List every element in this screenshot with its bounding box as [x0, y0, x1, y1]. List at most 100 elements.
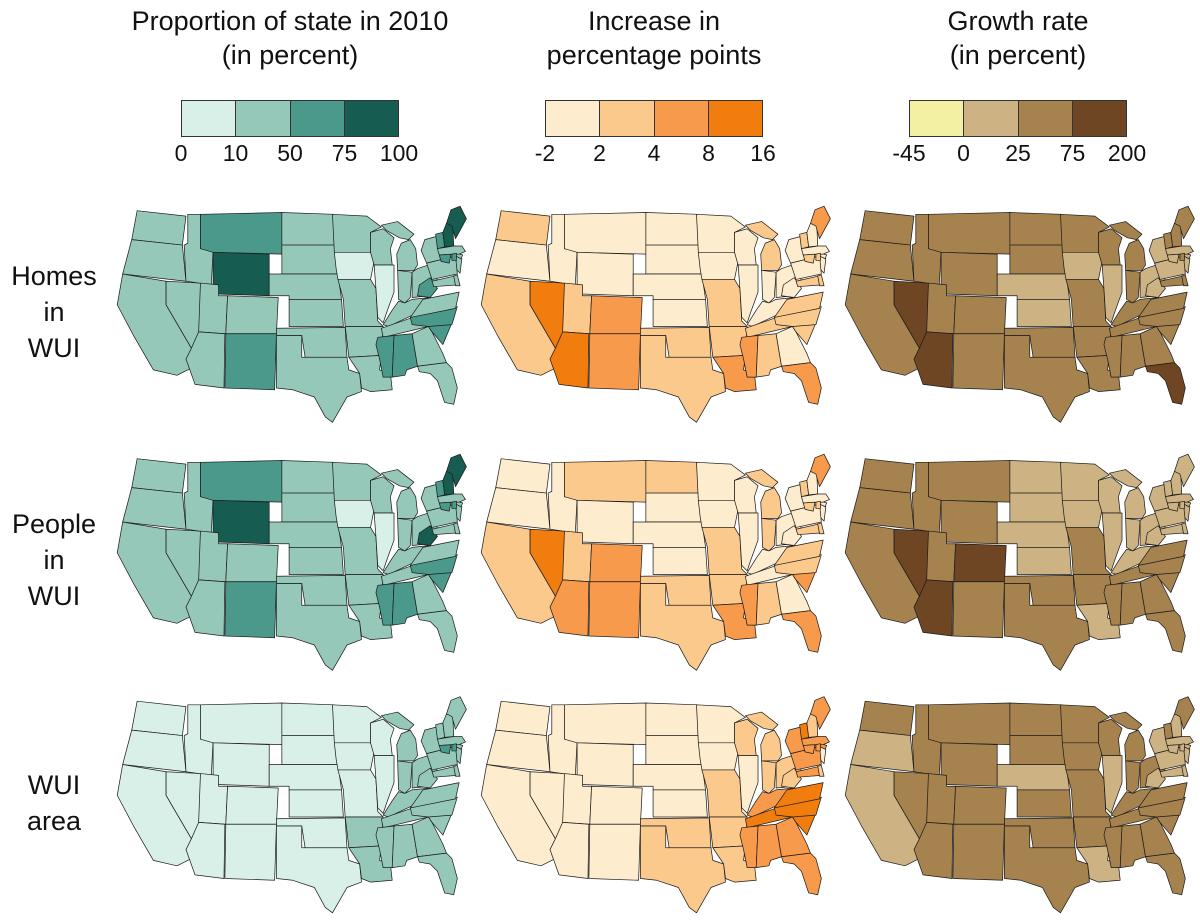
state-MT: [928, 460, 1011, 503]
legend-swatch: [546, 101, 601, 136]
state-OR: [122, 487, 187, 530]
row-label-line: Homes: [11, 261, 97, 291]
state-MI: [380, 711, 418, 762]
legend-swatch: [1018, 101, 1073, 136]
state-CT: [1166, 253, 1180, 264]
state-RI: [1179, 500, 1185, 509]
state-WY: [940, 742, 998, 787]
state-MI: [380, 469, 418, 519]
state-DE: [453, 765, 461, 777]
state-WA: [131, 210, 187, 246]
state-NE: [996, 273, 1070, 300]
legend-bar-increase: [545, 100, 763, 137]
state-ND: [645, 702, 701, 736]
state-RI: [815, 500, 821, 509]
state-IL: [737, 512, 759, 572]
state-OR: [850, 487, 915, 530]
state-WI: [370, 228, 395, 266]
legend-swatch: [910, 101, 965, 136]
legend-swatch: [344, 101, 398, 136]
us-map-svg-people-increase_pp: [480, 453, 831, 671]
state-KY: [382, 787, 431, 818]
state-ND: [281, 702, 337, 736]
state-AZ: [549, 331, 590, 389]
state-MO: [337, 769, 384, 818]
row-label-line: WUI: [27, 581, 81, 611]
state-SD: [645, 492, 703, 523]
column-title-line: Increase in: [587, 6, 721, 36]
state-RI: [1179, 743, 1185, 752]
us-map-svg-wui_area-growth_rate: [844, 696, 1195, 914]
state-WI: [1098, 228, 1123, 266]
state-MO: [701, 279, 748, 327]
state-WY: [576, 742, 634, 787]
state-NH: [806, 222, 819, 248]
state-KS: [652, 546, 708, 575]
state-AZ: [913, 579, 954, 637]
state-MO: [337, 279, 384, 327]
state-CO: [589, 295, 643, 335]
state-WA: [495, 210, 551, 246]
state-IA: [333, 499, 375, 528]
column-title-proportion: Proportion of state in 2010 (in percent): [132, 4, 449, 72]
state-RI: [1179, 252, 1185, 261]
state-SD: [1009, 735, 1067, 765]
state-ND: [645, 212, 701, 246]
state-WY: [940, 251, 998, 297]
state-FL: [781, 610, 822, 653]
state-TX: [276, 583, 362, 671]
state-CO: [225, 785, 279, 825]
row-label-line: WUI: [27, 333, 81, 363]
state-NM: [952, 581, 1005, 639]
state-ME: [810, 205, 831, 240]
state-MI: [1108, 711, 1146, 762]
legend-tick-label: 4: [647, 140, 661, 166]
us-map-svg-people-growth_rate: [844, 453, 1195, 671]
state-CT: [802, 501, 816, 512]
row-label-people-in-wui: People in WUI: [0, 436, 108, 684]
legend-tick-label: 0: [174, 140, 188, 166]
state-AZ: [185, 822, 226, 879]
state-SD: [1009, 244, 1067, 275]
state-KY: [746, 297, 795, 327]
state-RI: [815, 743, 821, 752]
state-DE: [1181, 765, 1189, 777]
state-IN: [761, 518, 777, 552]
legend-tick-label: 10: [222, 140, 249, 166]
state-WY: [212, 499, 270, 545]
state-MI: [744, 711, 782, 762]
state-VA: [1137, 291, 1188, 318]
legend-tick-label: 25: [1005, 140, 1031, 166]
state-NH: [806, 470, 819, 496]
legend-ticks-growth: -45 0 25 75 200: [892, 140, 1146, 168]
legend-tick-label: 75: [331, 140, 358, 166]
state-RI: [815, 252, 821, 261]
state-TX: [640, 825, 726, 914]
state-NH: [1170, 222, 1183, 248]
state-ME: [1174, 205, 1195, 240]
legend-tick-label: 2: [593, 140, 606, 166]
state-CO: [953, 543, 1007, 583]
state-WA: [859, 700, 915, 736]
state-OR: [486, 239, 551, 282]
state-NE: [268, 273, 342, 300]
state-WI: [734, 718, 759, 756]
state-RI: [451, 252, 457, 261]
state-CT: [802, 253, 816, 264]
state-AZ: [549, 579, 590, 637]
state-OR: [486, 729, 551, 773]
state-MT: [564, 212, 647, 255]
state-WA: [131, 458, 187, 494]
state-WA: [495, 700, 551, 736]
state-NE: [996, 521, 1070, 548]
state-NH: [442, 713, 455, 738]
state-KS: [1016, 546, 1072, 575]
map-wui-area-growth: [836, 684, 1200, 921]
state-MT: [200, 702, 283, 745]
legend-tick-label: 100: [379, 140, 419, 166]
legend-growth: -45 0 25 75 200: [892, 100, 1146, 168]
state-FL: [417, 852, 458, 896]
column-title-line: Proportion of state in 2010: [131, 6, 449, 36]
state-DE: [817, 522, 825, 535]
state-CT: [438, 501, 452, 512]
